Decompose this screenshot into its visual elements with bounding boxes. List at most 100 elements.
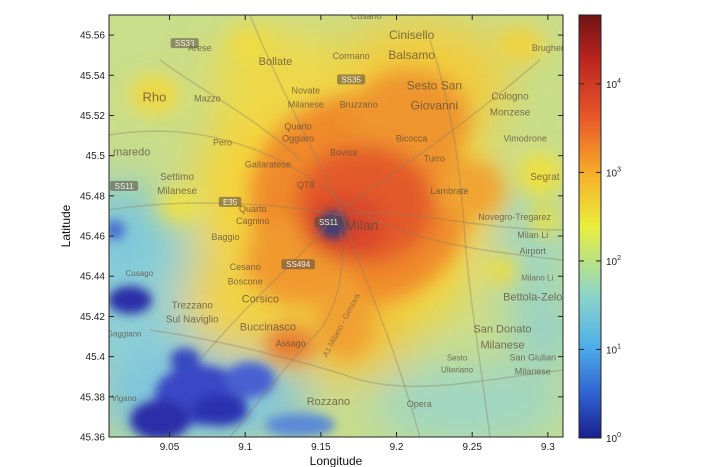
colorbar-tick-label: 101 — [606, 343, 621, 356]
place-label: Cesano — [230, 262, 261, 272]
place-label: Monzese — [490, 107, 531, 118]
place-label: Bollate — [259, 56, 293, 68]
place-label: Novegro-Tregarez — [478, 212, 551, 222]
place-label: Cormano — [333, 51, 370, 61]
road-shield-label: SS494 — [286, 260, 311, 269]
place-label: Rho — [142, 89, 166, 104]
colorbar-tick-base: 10 — [606, 345, 618, 356]
place-label: Sesto San — [407, 78, 462, 92]
y-tick-label: 45.42 — [80, 312, 105, 323]
x-tick-label: 9.2 — [390, 442, 404, 453]
place-label: Bovisa — [330, 148, 357, 158]
colorbar-tick-label: 103 — [606, 166, 621, 179]
road-shield — [170, 38, 199, 49]
place-label: Vigano — [112, 394, 137, 403]
x-tick-label: 9.3 — [541, 442, 555, 453]
place-label: Milanese — [480, 340, 524, 352]
place-label: Arese — [188, 43, 212, 53]
place-label: Rozzano — [307, 396, 350, 408]
colorbar-tick-exponent: 0 — [617, 432, 621, 439]
place-label: Giovanni — [411, 98, 458, 112]
y-tick-label: 45.5 — [86, 151, 106, 162]
place-label: Oggiaro — [282, 134, 314, 144]
place-label: Cologno — [491, 91, 529, 102]
place-label: Gaggiano — [107, 330, 142, 339]
place-label: Sesto — [447, 354, 468, 363]
place-label: Ulteriano — [441, 366, 474, 375]
y-tick-label: 45.56 — [80, 31, 105, 42]
place-label: Cinisello — [389, 28, 435, 42]
colorbar-tick-exponent: 3 — [617, 166, 621, 173]
place-label: Milanese — [515, 367, 551, 377]
y-axis-ticks: 45.36 45.38 45.4 45.42 45.44 45.46 45.48 45.5 45… — [80, 31, 563, 444]
x-tick-label: 9.25 — [462, 442, 482, 453]
y-tick-label: 45.48 — [80, 191, 105, 202]
place-label: Corsico — [242, 293, 279, 305]
colorbar-tick-base: 10 — [606, 257, 618, 268]
place-label: Sul Naviglio — [166, 314, 219, 325]
place-label: Milan Li — [517, 230, 548, 240]
place-label: Trezzano — [172, 300, 214, 311]
road-shield — [281, 259, 315, 270]
colorbar-gradient — [578, 14, 602, 439]
y-tick-label: 45.38 — [80, 392, 105, 403]
place-label: Lambrate — [430, 186, 468, 196]
place-label: Gallaratese — [245, 160, 291, 170]
road-shield — [218, 196, 242, 207]
place-label: maredo — [113, 147, 150, 159]
colorbar-tick-exponent: 2 — [617, 255, 621, 262]
place-label: Opera — [407, 399, 432, 409]
place-label: Mazzo — [194, 93, 221, 103]
colorbar-tick-exponent: 4 — [617, 78, 621, 85]
y-tick-label: 45.52 — [80, 111, 105, 122]
road-shield-label: SS35 — [341, 75, 361, 84]
place-label: Pero — [213, 138, 232, 148]
y-tick-label: 45.54 — [80, 71, 105, 82]
road-shield — [314, 216, 343, 227]
place-label: Vimodrone — [503, 134, 546, 144]
place-label: Settimo — [160, 172, 194, 183]
road-shield — [110, 180, 139, 191]
place-label: Buccinasco — [240, 321, 296, 333]
colorbar-tick-base: 10 — [606, 168, 618, 179]
colorbar-tick-base: 10 — [606, 80, 618, 91]
colorbar-tick-label: 100 — [606, 432, 621, 445]
place-label: Segrat — [530, 172, 560, 183]
place-label: Baggio — [212, 232, 240, 242]
place-label: QT8 — [297, 180, 315, 190]
colorbar-tick-label: 104 — [606, 78, 621, 91]
place-label: Cusago — [125, 269, 153, 278]
y-tick-label: 45.46 — [80, 232, 105, 243]
place-label: Cagnino — [236, 216, 270, 226]
place-label: Brugher — [532, 43, 564, 53]
place-label: Bicocca — [396, 134, 428, 144]
place-label: Milanese — [157, 186, 197, 197]
plot-frame — [108, 14, 564, 438]
y-tick-label: 45.36 — [80, 433, 105, 444]
y-tick-label: 45.44 — [80, 272, 105, 283]
road-shield-label: E35 — [223, 198, 238, 207]
place-label: Quarto — [239, 204, 267, 214]
colorbar-tick-base: 10 — [606, 434, 618, 445]
road-shield — [337, 74, 366, 85]
road-shield-label: SS11 — [115, 182, 135, 191]
place-label: San Donato — [473, 324, 531, 336]
x-tick-label: 9.15 — [311, 442, 331, 453]
x-axis-ticks: 9.05 9.1 9.15 9.2 9.25 9.3 — [160, 15, 555, 453]
x-axis-label: Longitude — [310, 454, 363, 467]
place-label: Turro — [424, 154, 445, 164]
place-label: Boscone — [228, 276, 263, 286]
road-network — [109, 15, 563, 437]
place-labels: Cinisello Balsamo Cusano Arese Bollate Corman… — [107, 15, 564, 409]
place-label: San Giulian — [509, 353, 556, 363]
x-tick-label: 9.1 — [238, 442, 252, 453]
place-label: Assago — [276, 339, 306, 349]
place-label: Milanese — [288, 99, 324, 109]
place-label: Milano Li — [521, 273, 553, 282]
y-tick-label: 45.4 — [86, 352, 106, 363]
place-label: Balsamo — [388, 48, 435, 62]
x-tick-label: 9.05 — [160, 442, 180, 453]
place-label: Quarto — [284, 122, 312, 132]
